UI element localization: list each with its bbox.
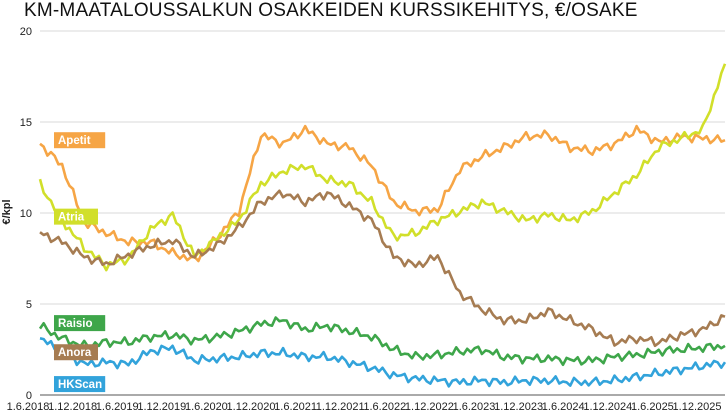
legend-tag-hkscan: HKScan [54,376,106,393]
chart-title: KM-MAATALOUSSALKUN OSAKKEIDEN KURSSIKEHI… [24,0,638,21]
x-tick-label: 1.12.2022 [405,401,454,413]
y-tick-label: 20 [20,26,32,38]
x-axis-ticks: 1.6.20181.12.20181.6.20191.12.20191.6.20… [7,401,722,413]
x-tick-label: 1.6.2024 [542,401,585,413]
x-tick-label: 1.12.2021 [316,401,365,413]
x-tick-label: 1.6.2019 [96,401,139,413]
legend-label: Raisio [58,318,93,330]
y-tick-label: 5 [26,299,32,311]
x-tick-label: 1.12.2018 [48,401,97,413]
x-tick-label: 1.12.2023 [494,401,543,413]
legend-label: Apetit [58,135,91,147]
y-tick-label: 10 [20,208,32,220]
legend-swatch [54,376,106,393]
series-line-anora [39,189,726,348]
x-tick-label: 1.12.2025 [673,401,722,413]
series-line-apetit [39,124,726,263]
x-tick-label: 1.6.2020 [185,401,228,413]
x-tick-label: 1.6.2018 [7,401,50,413]
legend-label: HKScan [58,379,102,391]
legend-swatch [54,132,106,149]
y-tick-label: 0 [26,390,32,402]
legend-tag-raisio: Raisio [54,315,106,332]
x-tick-label: 1.6.2021 [274,401,317,413]
legend-label: Anora [58,347,92,359]
series-group [38,63,727,388]
x-tick-label: 1.12.2024 [583,401,632,413]
x-tick-label: 1.12.2020 [227,401,276,413]
x-tick-label: 1.6.2025 [631,401,674,413]
grid [40,30,725,396]
series-line-raisio [38,316,726,367]
legend-swatch [54,344,98,361]
y-axis-ticks: 0 5 10 15 20 [20,26,32,402]
y-tick-label: 15 [20,117,32,129]
series-line-atria [38,63,727,272]
x-tick-label: 1.6.2022 [363,401,406,413]
series-line-hkscan [39,337,727,388]
legend: Apetit Atria Anora Raisio HKScan [54,132,106,393]
x-tick-label: 1.6.2023 [453,401,496,413]
legend-tag-atria: Atria [54,208,98,225]
legend-swatch [54,208,98,225]
legend-label: Atria [58,212,85,224]
legend-swatch [54,315,106,332]
legend-tag-anora: Anora [54,344,98,361]
y-axis-label: €/kpl [1,199,13,224]
legend-tag-apetit: Apetit [54,132,106,149]
x-tick-label: 1.12.2019 [137,401,186,413]
